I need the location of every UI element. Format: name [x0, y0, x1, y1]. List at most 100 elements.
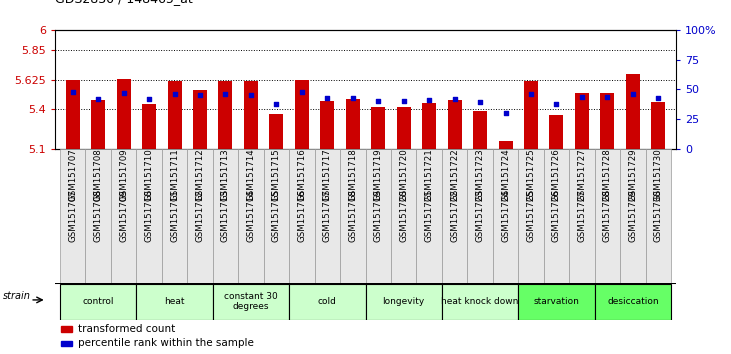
Text: starvation: starvation	[534, 297, 580, 306]
Text: constant 30
degrees: constant 30 degrees	[224, 292, 278, 312]
Text: GSM151729: GSM151729	[629, 149, 637, 201]
Bar	[289, 149, 314, 283]
Text: GSM151730: GSM151730	[654, 149, 663, 201]
Bar	[544, 149, 569, 283]
Point	[576, 94, 588, 99]
Bar	[116, 79, 131, 149]
Bar	[244, 81, 258, 149]
Bar	[187, 149, 213, 283]
Bar	[391, 149, 417, 283]
Point	[602, 94, 613, 99]
Text: GSM151710: GSM151710	[145, 149, 154, 201]
Point	[143, 96, 155, 102]
Text: percentile rank within the sample: percentile rank within the sample	[78, 338, 254, 348]
Point	[372, 98, 384, 104]
Text: GSM151716: GSM151716	[298, 149, 306, 201]
Text: GSM151709: GSM151709	[119, 149, 128, 201]
Text: GSM151715: GSM151715	[272, 189, 281, 242]
Text: transformed count: transformed count	[78, 324, 175, 334]
Text: GSM151723: GSM151723	[476, 189, 485, 242]
Text: GSM151714: GSM151714	[246, 149, 255, 201]
Text: GSM151717: GSM151717	[323, 189, 332, 242]
Text: GSM151723: GSM151723	[476, 149, 485, 201]
Text: GSM151713: GSM151713	[221, 189, 230, 242]
Bar	[467, 149, 493, 283]
Bar	[219, 81, 232, 149]
Text: GSM151720: GSM151720	[399, 189, 408, 242]
Bar	[213, 149, 238, 283]
Text: GSM151730: GSM151730	[654, 189, 663, 242]
Text: GSM151713: GSM151713	[221, 149, 230, 201]
Text: GSM151712: GSM151712	[195, 149, 205, 201]
Text: GSM151717: GSM151717	[323, 149, 332, 201]
Bar	[569, 149, 595, 283]
Point	[92, 96, 104, 102]
Text: GSM151725: GSM151725	[526, 149, 536, 201]
Bar	[423, 103, 436, 149]
Point	[398, 98, 409, 104]
Bar	[340, 149, 366, 283]
Bar	[575, 93, 589, 149]
Point	[525, 91, 537, 97]
Bar	[447, 100, 462, 149]
Bar	[366, 284, 442, 320]
Bar	[264, 149, 289, 283]
Point	[194, 92, 206, 98]
Bar	[499, 142, 512, 149]
Bar	[269, 114, 284, 149]
Bar	[651, 102, 665, 149]
Text: GSM151724: GSM151724	[501, 149, 510, 201]
Bar	[417, 149, 442, 283]
Point	[270, 101, 282, 107]
Text: GSM151722: GSM151722	[450, 149, 459, 201]
Bar	[493, 149, 518, 283]
Bar	[61, 341, 72, 346]
Text: GSM151720: GSM151720	[399, 149, 408, 201]
Text: GSM151721: GSM151721	[425, 149, 433, 201]
Bar	[111, 149, 136, 283]
Point	[347, 95, 359, 101]
Bar	[371, 107, 385, 149]
Bar	[213, 284, 289, 320]
Bar	[626, 74, 640, 149]
Text: GSM151714: GSM151714	[246, 189, 255, 242]
Bar	[60, 284, 136, 320]
Text: GSM151708: GSM151708	[94, 189, 102, 242]
Text: GSM151709: GSM151709	[119, 190, 128, 242]
Bar	[238, 149, 264, 283]
Point	[296, 89, 308, 95]
Point	[449, 96, 461, 102]
Text: GSM151708: GSM151708	[94, 149, 102, 201]
Bar	[289, 284, 366, 320]
Bar	[397, 107, 411, 149]
Point	[550, 101, 562, 107]
Point	[423, 97, 435, 103]
Bar	[518, 284, 595, 320]
Bar	[61, 326, 72, 332]
Bar	[550, 115, 564, 149]
Text: GSM151726: GSM151726	[552, 189, 561, 242]
Bar	[60, 149, 86, 283]
Text: control: control	[83, 297, 114, 306]
Point	[219, 91, 231, 97]
Point	[245, 92, 257, 98]
Text: GSM151727: GSM151727	[577, 189, 586, 242]
Bar	[66, 80, 80, 149]
Text: GSM151710: GSM151710	[145, 189, 154, 242]
Text: GDS2830 / 148465_at: GDS2830 / 148465_at	[55, 0, 192, 5]
Bar	[346, 99, 360, 149]
Bar	[473, 111, 487, 149]
Text: GSM151727: GSM151727	[577, 149, 586, 201]
Text: GSM151715: GSM151715	[272, 149, 281, 201]
Text: GSM151721: GSM151721	[425, 189, 433, 242]
Bar	[142, 104, 156, 149]
Text: GSM151729: GSM151729	[629, 190, 637, 242]
Bar	[91, 100, 105, 149]
Text: cold: cold	[318, 297, 337, 306]
Point	[118, 90, 129, 96]
Text: GSM151719: GSM151719	[374, 190, 383, 242]
Bar	[524, 81, 538, 149]
Bar	[136, 284, 213, 320]
Bar	[620, 149, 645, 283]
Text: GSM151716: GSM151716	[298, 189, 306, 242]
